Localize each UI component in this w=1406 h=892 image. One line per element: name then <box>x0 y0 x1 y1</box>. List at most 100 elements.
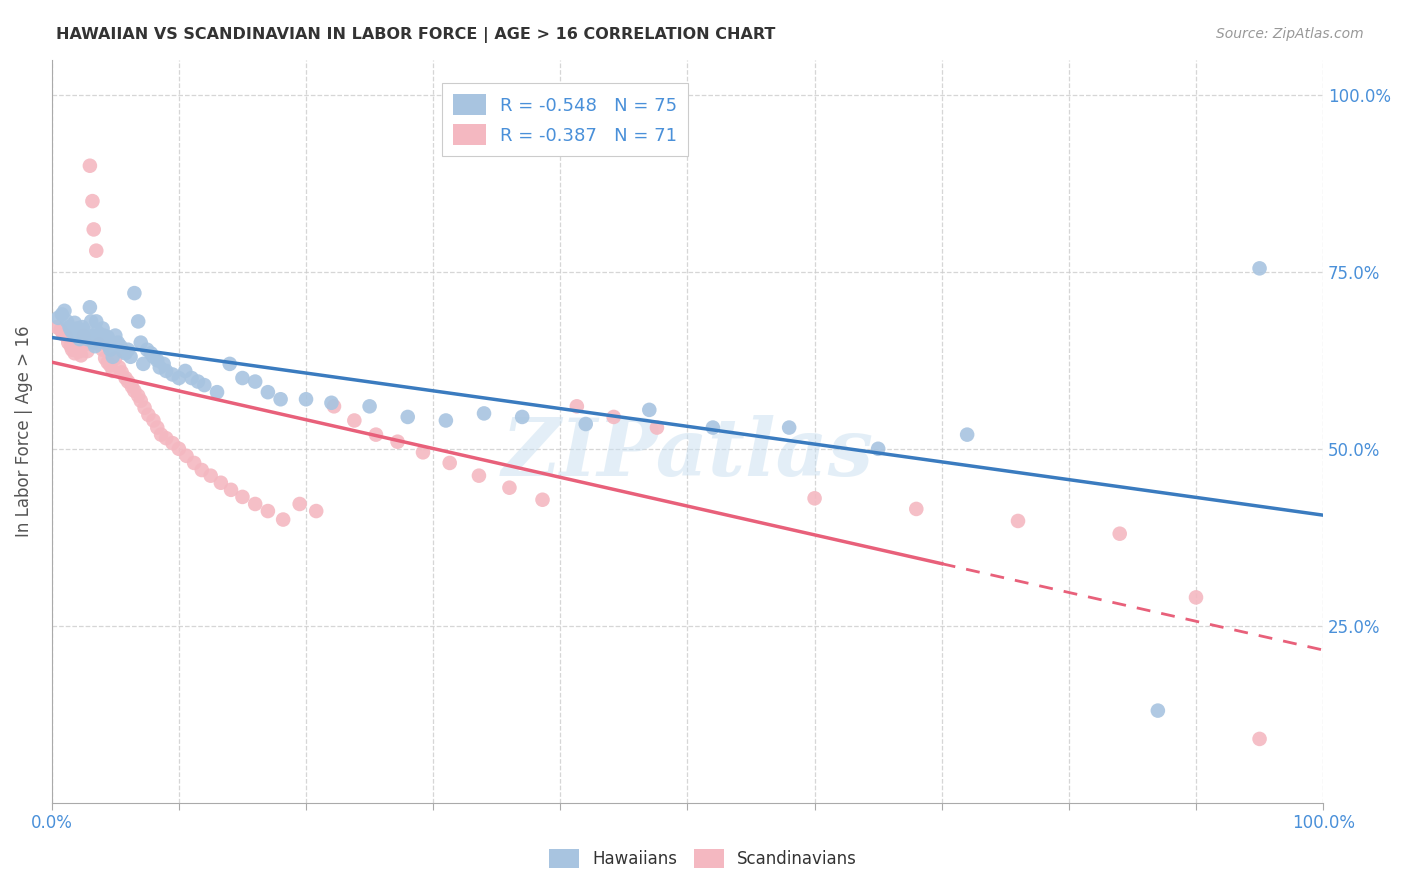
Point <box>56 314 79 328</box>
Legend: Hawaiians, Scandinavians: Hawaiians, Scandinavians <box>543 842 863 875</box>
Point <box>180 371 202 385</box>
Point <box>645 420 668 434</box>
Text: ZIPatlas: ZIPatlas <box>502 415 873 492</box>
Point <box>1185 591 1208 605</box>
Point <box>323 400 346 414</box>
Point <box>243 375 266 389</box>
Point <box>94 351 117 366</box>
Point <box>1249 731 1271 746</box>
Point <box>200 468 222 483</box>
Point <box>1147 704 1170 718</box>
Point <box>101 350 124 364</box>
Point <box>167 442 190 456</box>
Point <box>101 364 124 378</box>
Point <box>271 512 294 526</box>
Point <box>49 323 72 337</box>
Point <box>146 420 169 434</box>
Point <box>108 360 131 375</box>
Point <box>97 355 120 369</box>
Point <box>602 409 624 424</box>
Point <box>468 468 491 483</box>
Point <box>136 343 159 357</box>
Point <box>97 339 120 353</box>
Point <box>191 463 214 477</box>
Point <box>86 325 108 339</box>
Y-axis label: In Labor Force | Age > 16: In Labor Force | Age > 16 <box>15 326 32 537</box>
Point <box>104 351 127 366</box>
Point <box>63 346 86 360</box>
Point <box>257 385 280 400</box>
Point <box>139 346 162 360</box>
Point <box>55 328 77 343</box>
Point <box>149 360 172 375</box>
Point <box>75 337 97 351</box>
Point <box>305 504 328 518</box>
Point <box>129 335 152 350</box>
Point <box>396 409 419 424</box>
Point <box>174 364 197 378</box>
Point <box>69 332 91 346</box>
Point <box>46 310 69 325</box>
Point <box>364 427 387 442</box>
Point <box>412 445 434 459</box>
Point <box>67 328 90 343</box>
Point <box>387 434 409 449</box>
Point <box>868 442 890 456</box>
Point <box>127 389 149 403</box>
Point <box>94 335 117 350</box>
Point <box>59 339 82 353</box>
Point <box>162 436 184 450</box>
Point <box>117 375 139 389</box>
Point <box>97 330 120 344</box>
Point <box>84 339 107 353</box>
Point <box>183 456 205 470</box>
Point <box>76 332 98 346</box>
Point <box>53 303 76 318</box>
Point <box>243 497 266 511</box>
Point <box>138 408 160 422</box>
Point <box>63 316 86 330</box>
Point <box>132 357 155 371</box>
Point <box>288 497 311 511</box>
Point <box>295 392 318 407</box>
Point <box>51 307 73 321</box>
Text: HAWAIIAN VS SCANDINAVIAN IN LABOR FORCE | AGE > 16 CORRELATION CHART: HAWAIIAN VS SCANDINAVIAN IN LABOR FORCE … <box>56 27 776 43</box>
Point <box>98 359 121 373</box>
Point <box>120 350 142 364</box>
Point <box>176 449 198 463</box>
Point <box>152 357 174 371</box>
Point <box>114 371 136 385</box>
Point <box>58 320 80 334</box>
Point <box>209 475 232 490</box>
Point <box>155 431 177 445</box>
Point <box>187 375 209 389</box>
Point <box>121 379 143 393</box>
Point <box>60 343 83 357</box>
Point <box>79 159 101 173</box>
Point <box>146 353 169 368</box>
Text: Source: ZipAtlas.com: Source: ZipAtlas.com <box>1216 27 1364 41</box>
Point <box>83 222 105 236</box>
Point <box>129 393 152 408</box>
Point <box>439 456 461 470</box>
Point <box>91 321 114 335</box>
Point <box>778 420 800 434</box>
Point <box>98 343 121 357</box>
Point <box>66 337 89 351</box>
Point <box>472 406 495 420</box>
Point <box>80 314 103 328</box>
Point <box>93 328 115 343</box>
Point <box>127 314 149 328</box>
Point <box>134 401 156 415</box>
Point <box>193 378 215 392</box>
Point <box>83 335 105 350</box>
Point <box>1108 526 1130 541</box>
Point <box>114 346 136 360</box>
Point <box>162 368 184 382</box>
Legend: R = -0.548   N = 75, R = -0.387   N = 71: R = -0.548 N = 75, R = -0.387 N = 71 <box>443 84 688 156</box>
Point <box>142 350 165 364</box>
Point <box>104 328 127 343</box>
Point <box>110 339 132 353</box>
Point <box>72 323 94 337</box>
Point <box>111 344 134 359</box>
